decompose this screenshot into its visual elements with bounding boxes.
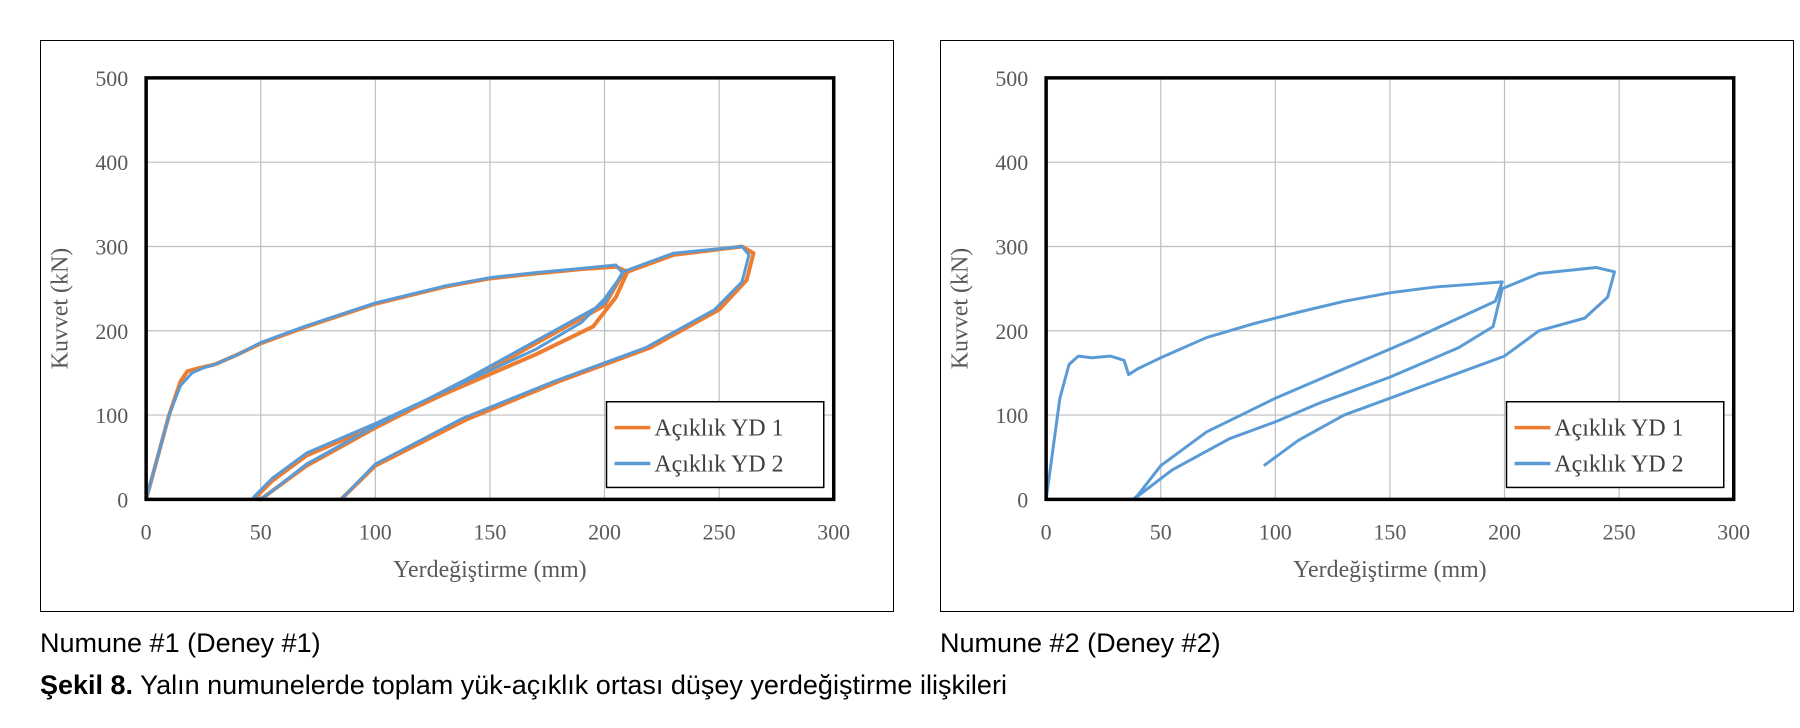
chart-panel-1: 0 50 100 150 200 250 300 0 100 200 300 400 500 Yerdeğ… [40, 40, 894, 612]
y-tick-label: 100 [95, 403, 128, 428]
x-tick-label: 200 [588, 519, 621, 544]
chart-panel-2: 0 50 100 150 200 250 300 0 100 200 300 400 500 Yerdeğ… [940, 40, 1794, 612]
y-tick-label: 300 [995, 234, 1028, 259]
legend-label-2: Açıklık YD 2 [654, 451, 783, 477]
x-tick-label: 250 [703, 519, 736, 544]
panel-2-caption: Numune #2 (Deney #2) [940, 628, 1221, 658]
plot-frame [1044, 76, 1736, 502]
x-tick-label: 150 [473, 519, 506, 544]
figure-caption-text: Yalın numunelerde toplam yük-açıklık ort… [140, 670, 1007, 700]
y-tick-label: 0 [1017, 487, 1028, 512]
panel-1-caption: Numune #1 (Deney #1) [40, 628, 321, 658]
y-tick-label: 200 [995, 319, 1028, 344]
series-line-2 [1044, 266, 1617, 501]
x-tick-label: 300 [817, 519, 850, 544]
x-tick-label: 150 [1373, 519, 1406, 544]
y-axis-label: Kuvvet (kN) [947, 248, 973, 370]
x-tick-label: 100 [1259, 519, 1292, 544]
y-tick-label: 500 [95, 66, 128, 91]
y-tick-label: 500 [995, 66, 1028, 91]
figure-label: Şekil 8. [40, 670, 134, 700]
plot-frame [144, 76, 836, 502]
x-tick-label: 0 [141, 519, 152, 544]
legend-label-2: Açıklık YD 2 [1554, 451, 1683, 477]
x-tick-label: 300 [1717, 519, 1750, 544]
y-tick-label: 300 [95, 234, 128, 259]
chart-1: 0 50 100 150 200 250 300 0 100 200 300 400 500 Yerdeğ… [47, 66, 850, 583]
legend-label-1: Açıklık YD 1 [1554, 416, 1683, 442]
x-tick-label: 250 [1603, 519, 1636, 544]
x-tick-label: 100 [359, 519, 392, 544]
x-tick-label: 200 [1488, 519, 1521, 544]
x-tick-label: 50 [1150, 519, 1172, 544]
y-tick-label: 100 [995, 403, 1028, 428]
series-line-2 [144, 244, 751, 501]
legend-label-1: Açıklık YD 1 [654, 416, 783, 442]
chart-2: 0 50 100 150 200 250 300 0 100 200 300 400 500 Yerdeğ… [947, 66, 1750, 583]
legend-box [1505, 400, 1725, 489]
x-tick-label: 0 [1041, 519, 1052, 544]
y-tick-label: 400 [995, 150, 1028, 175]
x-tick-label: 50 [250, 519, 272, 544]
x-axis-label: Yerdeğiştirme (mm) [1293, 557, 1486, 583]
y-tick-label: 0 [117, 487, 128, 512]
x-axis-label: Yerdeğiştirme (mm) [393, 557, 586, 583]
y-tick-label: 200 [95, 319, 128, 344]
figure-caption: Şekil 8. Yalın numunelerde toplam yük-aç… [40, 670, 1007, 701]
y-tick-label: 400 [95, 150, 128, 175]
y-axis-label: Kuvvet (kN) [47, 248, 73, 370]
legend-box [605, 400, 825, 489]
